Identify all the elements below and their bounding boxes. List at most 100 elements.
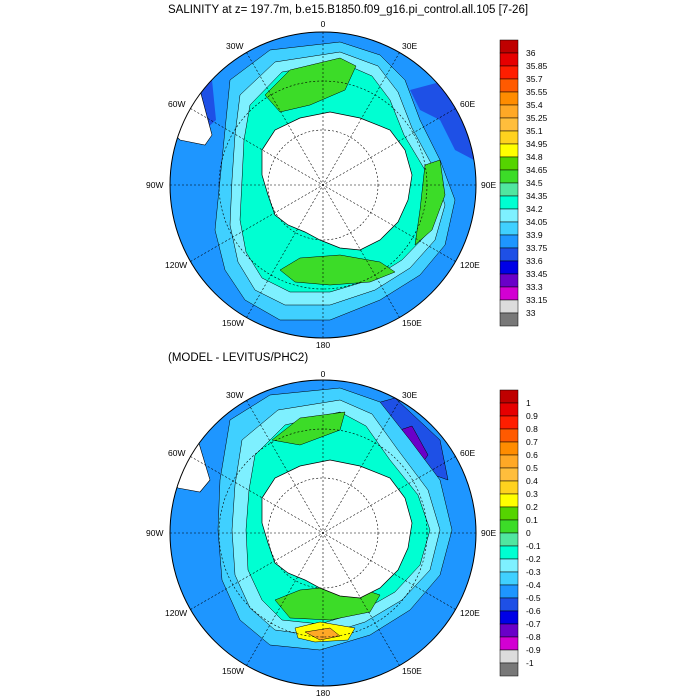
salinity-colorbar-color-box [499, 156, 519, 171]
salinity-colorbar-color-box [499, 78, 519, 93]
lon-label-90e: 90E [481, 180, 496, 190]
difference-colorbar-color-box [499, 649, 519, 664]
difference-map: 0 30E 60E 90E 120E 150E 180 150W 120W 90… [146, 369, 496, 698]
salinity-colorbar-color-box [499, 273, 519, 288]
difference-colorbar-tick-label: -0.6 [526, 606, 541, 616]
lon-label-30e: 30E [402, 41, 417, 51]
lon-label-150e: 150E [402, 318, 422, 328]
difference-colorbar-color-box [499, 584, 519, 599]
salinity-colorbar-color-box [499, 221, 519, 236]
difference-colorbar-color-box [499, 467, 519, 482]
lon-label-30w: 30W [226, 41, 243, 51]
salinity-colorbar-tick-label: 35.1 [526, 126, 543, 136]
difference-colorbar-tick-label: -0.5 [526, 593, 541, 603]
lon-label-120e: 120E [460, 608, 480, 618]
salinity-colorbar-color-box [499, 312, 519, 327]
difference-colorbar-color-box [499, 389, 519, 404]
difference-colorbar-tick-label: -1 [526, 658, 534, 668]
salinity-colorbar-color-box [499, 286, 519, 301]
difference-colorbar-tick-label: -0.3 [526, 567, 541, 577]
lon-label-90w: 90W [146, 528, 163, 538]
lon-label-180: 180 [316, 688, 330, 698]
difference-colorbar-color-box [499, 506, 519, 521]
difference-colorbar-tick-label: 0.2 [526, 502, 538, 512]
max-positive-anomaly [304, 627, 341, 641]
salinity-colorbar-color-box [499, 299, 519, 314]
salinity-colorbar-color-box [499, 234, 519, 249]
difference-colorbar-color-box [499, 558, 519, 573]
salinity-colorbar-tick-label: 33.3 [526, 282, 543, 292]
salinity-colorbar-tick-label: 34.95 [526, 139, 548, 149]
salinity-map: 0 30E 60E 90E 120E 150E 180 150W 120W 90… [146, 19, 496, 350]
difference-colorbar-color-box [499, 662, 519, 677]
difference-colorbar-color-box [499, 623, 519, 638]
lon-label-120w: 120W [165, 608, 187, 618]
difference-colorbar-tick-label: 0.9 [526, 411, 538, 421]
difference-colorbar-color-box [499, 402, 519, 417]
difference-colorbar-color-box [499, 597, 519, 612]
difference-colorbar-color-box [499, 441, 519, 456]
difference-colorbar-color-box [499, 519, 519, 534]
difference-colorbar-color-box [499, 545, 519, 560]
graticule [170, 32, 476, 338]
lon-label-0: 0 [321, 19, 326, 29]
salinity-colorbar-tick-label: 33 [526, 308, 536, 318]
lon-label-120e: 120E [460, 260, 480, 270]
high-salinity-blob-south [279, 254, 396, 286]
difference-colorbar-tick-label: 0.4 [526, 476, 538, 486]
salinity-colorbar-color-box [499, 117, 519, 132]
lon-label-150e: 150E [402, 666, 422, 676]
antarctica-land [261, 459, 413, 599]
difference-colorbar-tick-label: -0.8 [526, 632, 541, 642]
difference-colorbar-tick-label: 0.5 [526, 463, 538, 473]
difference-colorbar-tick-label: 1 [526, 398, 531, 408]
difference-colorbar-tick-label: -0.1 [526, 541, 541, 551]
lon-label-60e: 60E [460, 99, 475, 109]
salinity-colorbar-color-box [499, 195, 519, 210]
difference-colorbar-color-box [499, 493, 519, 508]
difference-colorbar-tick-label: 0 [526, 528, 531, 538]
salinity-colorbar-tick-label: 33.75 [526, 243, 548, 253]
salinity-colorbar-color-box [499, 143, 519, 158]
difference-colorbar-tick-label: -0.2 [526, 554, 541, 564]
lon-label-120w: 120W [165, 260, 187, 270]
salinity-colorbar-tick-label: 35.25 [526, 113, 548, 123]
lon-label-150w: 150W [222, 318, 244, 328]
lon-label-0: 0 [321, 369, 326, 379]
lon-label-60w: 60W [168, 99, 185, 109]
lon-label-150w: 150W [222, 666, 244, 676]
salinity-colorbar-color-box [499, 182, 519, 197]
difference-colorbar-tick-label: -0.9 [526, 645, 541, 655]
salinity-colorbar-color-box [499, 208, 519, 223]
salinity-colorbar-color-box [499, 169, 519, 184]
salinity-colorbar-tick-label: 33.9 [526, 230, 543, 240]
salinity-colorbar-color-box [499, 104, 519, 119]
difference-colorbar-color-box [499, 454, 519, 469]
difference-colorbar-tick-label: 0.1 [526, 515, 538, 525]
difference-colorbar-color-box [499, 532, 519, 547]
salinity-colorbar-color-box [499, 65, 519, 80]
difference-colorbar: 1 0.9 0.8 0.7 0.6 0.5 0.4 0.3 0.2 0.1 0 -0.1 -0.2 -0.… [499, 389, 541, 677]
salinity-colorbar-color-box [499, 91, 519, 106]
salinity-colorbar-tick-label: 34.65 [526, 165, 548, 175]
salinity-colorbar-tick-label: 34.35 [526, 191, 548, 201]
lon-label-180: 180 [316, 340, 330, 350]
difference-colorbar-color-box [499, 428, 519, 443]
salinity-colorbar-color-box [499, 52, 519, 67]
lon-label-30e: 30E [402, 390, 417, 400]
difference-colorbar-tick-label: 0.8 [526, 424, 538, 434]
salinity-colorbar-tick-label: 35.55 [526, 87, 548, 97]
salinity-colorbar-tick-label: 35.7 [526, 74, 543, 84]
graticule [170, 380, 476, 686]
salinity-colorbar-tick-label: 33.15 [526, 295, 548, 305]
salinity-colorbar-tick-label: 36 [526, 48, 536, 58]
difference-colorbar-color-box [499, 571, 519, 586]
difference-colorbar-tick-label: -0.4 [526, 580, 541, 590]
salinity-colorbar-tick-label: 34.05 [526, 217, 548, 227]
lon-label-60w: 60W [168, 448, 185, 458]
positive-anomaly-north [271, 411, 346, 446]
salinity-colorbar-tick-label: 34.8 [526, 152, 543, 162]
difference-colorbar-color-box [499, 610, 519, 625]
lon-label-30w: 30W [226, 390, 243, 400]
